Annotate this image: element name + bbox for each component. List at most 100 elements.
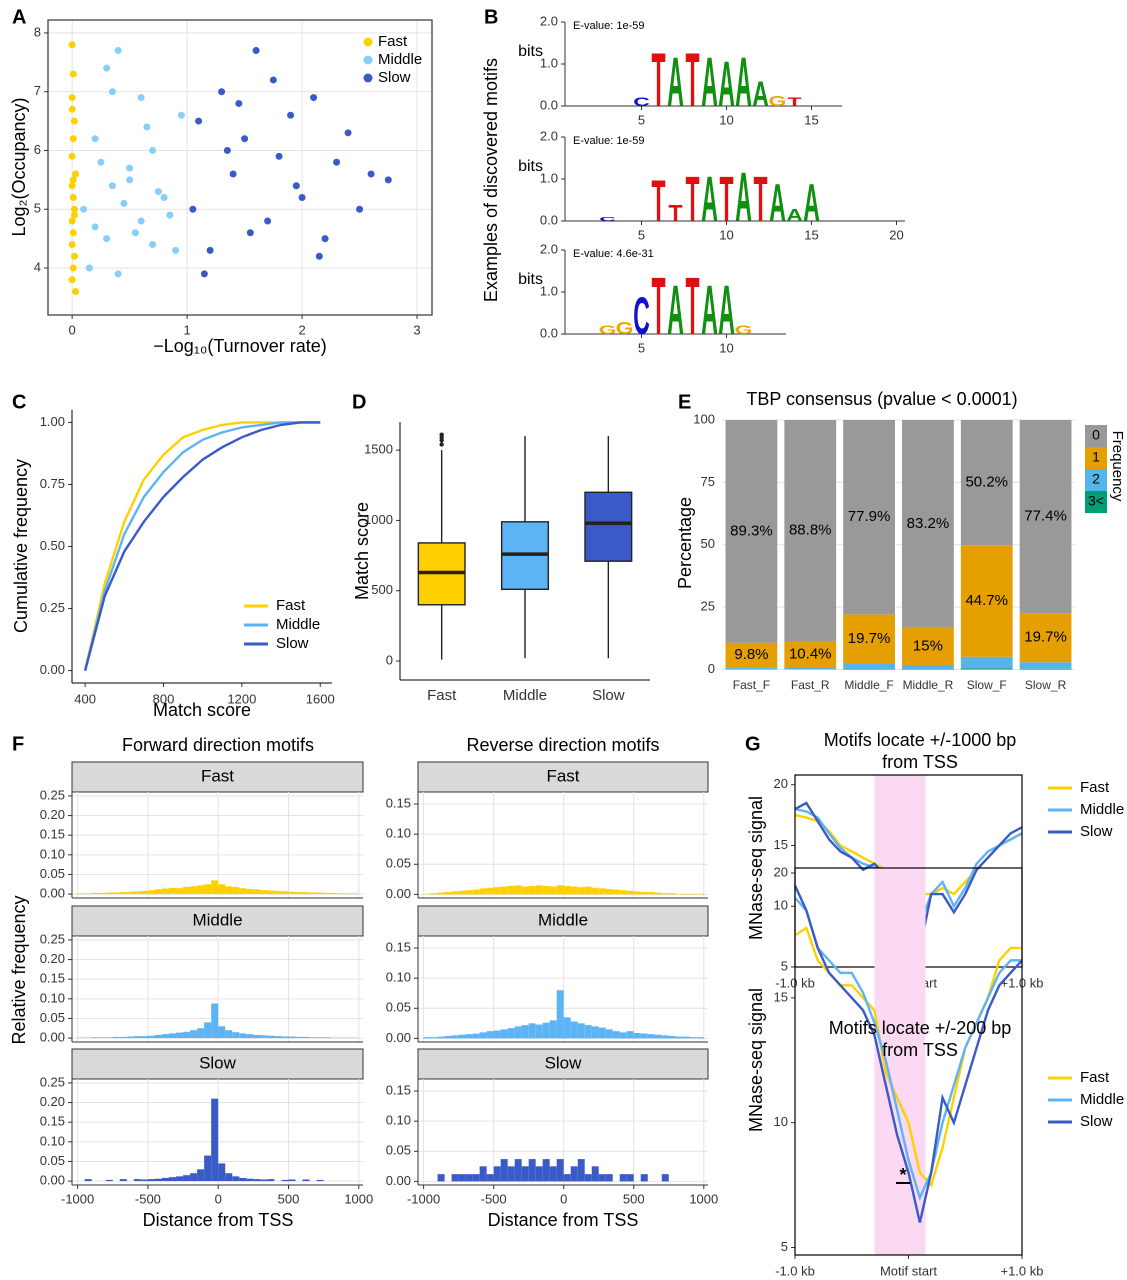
point [68,152,76,160]
point [189,205,197,213]
point [298,193,306,201]
point [154,188,162,196]
bar [654,1034,662,1039]
point [69,229,77,237]
bar [619,1174,627,1182]
bar [246,1034,254,1039]
bar [351,893,359,895]
point [108,88,116,96]
point [172,246,180,254]
bar [626,890,634,895]
x-tick-label: 15 [804,227,818,242]
bar [430,893,438,895]
bar [302,892,310,895]
legend-swatch [363,37,373,47]
point [252,47,260,55]
x-tick-label: 1000 [689,1191,718,1206]
x-tick-label: +1.0 kb [1000,1263,1043,1278]
bar [696,893,704,895]
point [68,182,76,190]
value-label: 50.2% [965,474,1008,491]
bar [584,886,592,895]
y-tick-label: 8 [34,24,41,39]
y-tick-label: 0 [386,652,393,667]
y-tick-label: 100 [693,411,715,426]
y-axis-label: MNase-seq signal [746,988,766,1132]
bar [605,1174,613,1182]
y-tick-label: 0.15 [386,795,411,810]
y-tick-label: 0.20 [40,807,65,822]
x-tick-label: 1 [183,322,190,337]
bar [535,1024,543,1039]
y-axis-label: MNase-seq signal [746,796,766,940]
chart-title: Reverse direction motifs [466,735,659,755]
bar [577,1159,585,1182]
logo-letter: A [786,206,803,225]
point [177,111,185,119]
x-tick-label: -1000 [407,1191,440,1206]
logo-letter: C [599,216,616,223]
bar [147,1035,155,1039]
bar [239,1177,247,1182]
y-tick-label: 0.15 [40,827,65,842]
bar [584,1174,592,1182]
bar [542,1022,550,1039]
logo-letter: A [718,272,735,350]
bar [218,1026,226,1039]
y-tick-label: 1.0 [540,283,558,298]
bar [521,1025,529,1039]
axis-unit: bits [518,158,543,175]
point [137,94,145,102]
bar [183,1175,191,1182]
x-tick-label: 10 [719,112,733,127]
bar-segment [784,419,837,642]
point [85,264,93,272]
y-tick-label: 0.15 [40,1114,65,1129]
bar [140,1179,148,1182]
y-tick-label: 20 [774,864,788,879]
bar [465,1034,473,1039]
line [794,897,1022,1201]
bar [267,1035,275,1039]
bar [281,1036,289,1039]
y-tick-label: 0.05 [40,1010,65,1025]
point [69,193,77,201]
bar [133,1036,141,1039]
line [793,884,1023,1223]
bar [675,893,683,895]
y-tick-label: 6 [34,142,41,157]
plot-frame [794,867,1023,1256]
y-tick-label: 0.50 [40,538,65,553]
y-tick-label: 0.05 [386,1143,411,1158]
logo-letter: A [735,159,752,237]
strip [71,1048,364,1080]
bar [696,1037,704,1039]
point [333,158,341,166]
point [269,76,277,84]
legend-label: Fast [378,33,408,50]
bar-segment [960,668,1013,670]
panel-letter: A [12,6,26,28]
point [223,146,231,154]
bar [91,1037,99,1039]
bar [486,1031,494,1039]
bar [169,887,177,895]
line [83,421,321,671]
bar-segment [902,419,954,628]
x-tick-label: -1000 [61,1191,94,1206]
bar [479,1032,487,1039]
legend-label: Middle [1080,801,1124,818]
x-axis-label: Distance from TSS [143,1210,294,1230]
annotation: * [899,1165,906,1185]
bar [190,1030,198,1039]
panel-letter: C [12,391,26,413]
outlier [439,432,444,437]
bar [267,890,275,895]
point [97,158,105,166]
bar [344,893,352,895]
bar [84,893,92,895]
bar [246,888,254,895]
bar [84,1179,92,1182]
x-tick-label: 1600 [306,691,335,706]
